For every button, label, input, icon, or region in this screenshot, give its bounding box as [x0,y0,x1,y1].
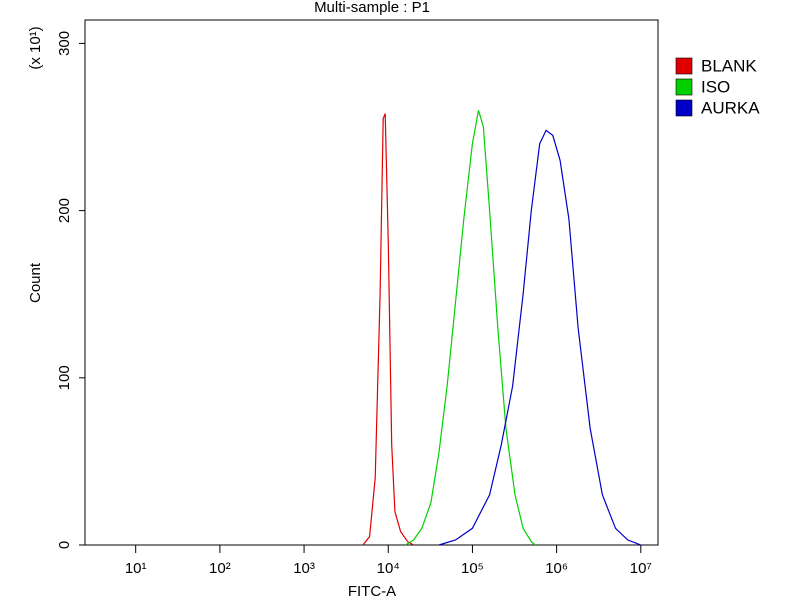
x-tick-label: 10³ [293,560,315,577]
legend-label: AURKA [701,98,760,117]
x-tick-label: 10² [209,560,231,577]
x-tick-label: 10⁵ [461,560,484,577]
x-tick-label: 10⁴ [377,560,400,577]
plot-frame [84,19,659,546]
y-tick-label: 100 [56,365,73,390]
y-tick-label: 0 [56,541,73,549]
x-tick-label: 10⁷ [630,560,652,577]
x-axis-label: FITC-A [348,583,396,600]
legend-swatch [675,57,693,75]
y-tick-label: 300 [56,31,73,56]
y-axis-label: Count [27,262,44,303]
legend-label: BLANK [701,56,757,75]
y-multiplier: (x 10¹) [27,26,44,69]
legend-label: ISO [701,77,730,96]
histogram-line [438,129,642,546]
x-tick-label: 10⁶ [545,560,568,577]
chart-title: Multi-sample : P1 [314,0,430,16]
x-tick-label: 10¹ [125,560,147,577]
y-tick-label: 200 [56,198,73,223]
histogram-line [405,110,536,546]
legend-swatch [675,78,693,96]
legend-swatch [675,99,693,117]
histogram-line [362,113,414,546]
